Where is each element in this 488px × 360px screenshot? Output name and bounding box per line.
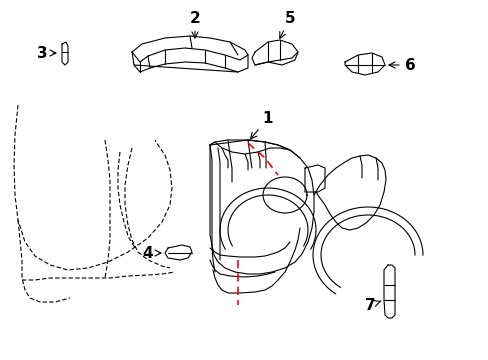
Text: 1: 1 (250, 111, 273, 139)
Text: 4: 4 (142, 246, 161, 261)
Text: 6: 6 (388, 58, 414, 72)
Text: 3: 3 (37, 45, 56, 60)
Text: 7: 7 (364, 297, 380, 312)
Text: 2: 2 (189, 10, 200, 38)
Text: 5: 5 (279, 10, 295, 39)
